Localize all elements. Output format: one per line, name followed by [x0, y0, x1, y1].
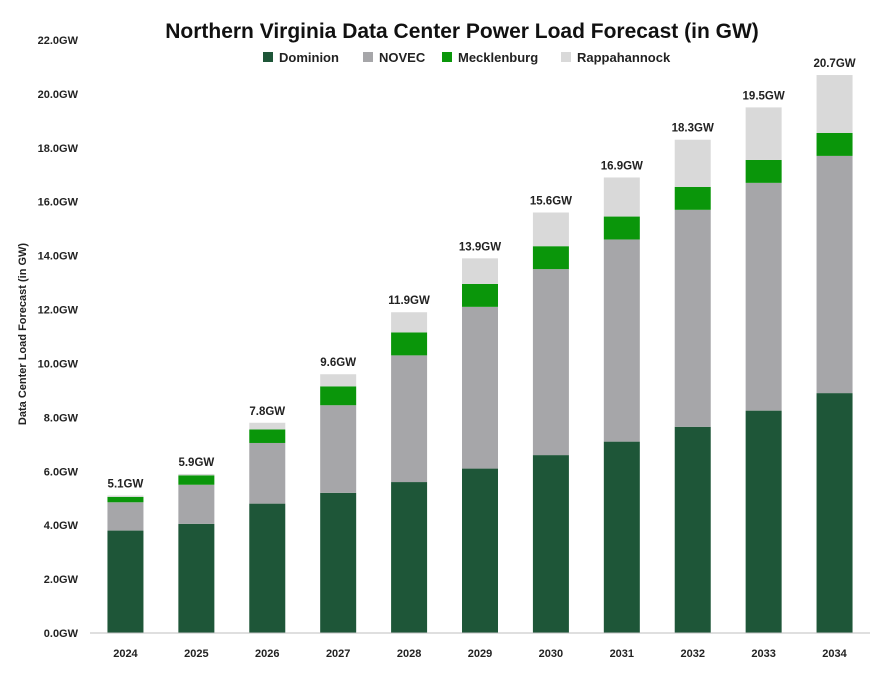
bar-novec-2034 — [816, 155, 853, 394]
bar-dominion-2027 — [320, 492, 357, 633]
x-tick-label: 2025 — [184, 648, 208, 660]
bar-novec-2033 — [745, 182, 782, 411]
x-tick-label: 2031 — [610, 648, 634, 660]
bar-dominion-2024 — [107, 530, 144, 633]
bar-mecklenburg-2032 — [674, 186, 711, 210]
bar-novec-2027 — [320, 405, 357, 493]
x-tick-label: 2032 — [680, 648, 704, 660]
bar-dominion-2032 — [674, 426, 711, 633]
x-tick-label: 2030 — [539, 648, 563, 660]
x-tick-label: 2026 — [255, 648, 279, 660]
y-tick-label: 16.0GW — [38, 197, 79, 209]
y-tick-label: 6.0GW — [44, 466, 79, 478]
bar-rappahannock-2033 — [745, 107, 782, 160]
x-tick-label: 2033 — [751, 648, 775, 660]
legend: Dominion NOVEC Mecklenburg Rappahannock — [263, 50, 671, 65]
bar-rappahannock-2030 — [532, 212, 569, 247]
bar-dominion-2025 — [178, 523, 215, 633]
bar-rappahannock-2034 — [816, 75, 853, 133]
total-label-2025: 5.9GW — [178, 457, 214, 469]
x-tick-label: 2034 — [822, 648, 847, 660]
plot-area — [107, 75, 853, 633]
x-tick-label: 2024 — [113, 648, 138, 660]
bar-dominion-2026 — [249, 503, 286, 633]
total-label-2032: 18.3GW — [672, 123, 714, 135]
bar-mecklenburg-2030 — [532, 246, 569, 270]
bar-dominion-2031 — [603, 441, 640, 633]
y-axis-label: Data Center Load Forecast (in GW) — [17, 243, 29, 425]
y-tick-label: 2.0GW — [44, 574, 79, 586]
bar-novec-2029 — [462, 306, 498, 469]
legend-swatch-dominion — [263, 52, 273, 62]
total-label-2031: 16.9GW — [601, 160, 643, 172]
bar-mecklenburg-2033 — [745, 159, 782, 183]
bar-novec-2025 — [178, 484, 215, 524]
y-tick-label: 18.0GW — [38, 143, 79, 155]
bar-rappahannock-2025 — [178, 473, 215, 476]
bar-mecklenburg-2026 — [249, 429, 286, 443]
total-label-2026: 7.8GW — [249, 406, 285, 418]
y-tick-label: 20.0GW — [38, 89, 79, 101]
bar-mecklenburg-2034 — [816, 132, 853, 156]
bar-novec-2031 — [603, 239, 640, 442]
legend-label-rappahannock: Rappahannock — [577, 50, 671, 65]
total-label-2024: 5.1GW — [108, 479, 144, 491]
bar-rappahannock-2032 — [674, 139, 711, 187]
bar-dominion-2034 — [816, 393, 853, 633]
legend-label-novec: NOVEC — [379, 50, 426, 65]
bar-mecklenburg-2025 — [178, 475, 215, 485]
total-label-2030: 15.6GW — [530, 196, 572, 208]
bar-rappahannock-2027 — [320, 374, 357, 387]
x-tick-label: 2027 — [326, 648, 350, 660]
bar-mecklenburg-2024 — [107, 496, 144, 503]
x-axis: 2024 2025 2026 2027 2028 2029 2030 2031 2032 2033… — [113, 648, 847, 660]
y-tick-label: 10.0GW — [38, 358, 79, 370]
chart-title: Northern Virginia Data Center Power Load… — [165, 20, 759, 43]
bar-novec-2024 — [107, 502, 144, 531]
total-label-2034: 20.7GW — [813, 58, 855, 70]
bar-dominion-2033 — [745, 410, 782, 633]
x-tick-label: 2028 — [397, 648, 421, 660]
bar-mecklenburg-2029 — [462, 283, 498, 307]
total-labels: 5.1GW 5.9GW 7.8GW 9.6GW 11.9GW 13.9GW 15.6GW 16… — [108, 58, 856, 490]
bar-novec-2028 — [391, 355, 428, 483]
total-label-2027: 9.6GW — [320, 357, 356, 369]
bar-novec-2032 — [674, 209, 711, 427]
legend-label-dominion: Dominion — [279, 50, 339, 65]
bar-rappahannock-2029 — [462, 258, 498, 284]
legend-swatch-rappahannock — [561, 52, 571, 62]
legend-swatch-novec — [363, 52, 373, 62]
y-tick-label: 8.0GW — [44, 412, 79, 424]
y-tick-label: 0.0GW — [44, 628, 79, 640]
bar-rappahannock-2028 — [391, 312, 428, 333]
bar-rappahannock-2031 — [603, 177, 640, 217]
bar-dominion-2030 — [532, 455, 569, 633]
total-label-2028: 11.9GW — [388, 295, 430, 307]
bar-mecklenburg-2028 — [391, 332, 428, 356]
legend-swatch-mecklenburg — [442, 52, 452, 62]
total-label-2029: 13.9GW — [459, 241, 501, 253]
y-tick-label: 22.0GW — [38, 35, 79, 47]
x-tick-label: 2029 — [468, 648, 492, 660]
bar-rappahannock-2026 — [249, 422, 286, 430]
total-label-2033: 19.5GW — [743, 90, 785, 102]
bar-rappahannock-2024 — [107, 495, 144, 497]
bar-novec-2030 — [532, 269, 569, 456]
bar-mecklenburg-2031 — [603, 216, 640, 240]
bar-dominion-2028 — [391, 482, 428, 633]
y-tick-label: 14.0GW — [38, 251, 79, 263]
y-axis: 0.0GW 2.0GW 4.0GW 6.0GW 8.0GW 10.0GW 12.0GW 14.… — [38, 35, 79, 640]
bar-mecklenburg-2027 — [320, 386, 357, 406]
y-tick-label: 12.0GW — [38, 305, 79, 317]
bar-novec-2026 — [249, 442, 286, 504]
legend-label-mecklenburg: Mecklenburg — [458, 50, 538, 65]
bar-dominion-2029 — [462, 468, 498, 633]
y-tick-label: 4.0GW — [44, 520, 79, 532]
